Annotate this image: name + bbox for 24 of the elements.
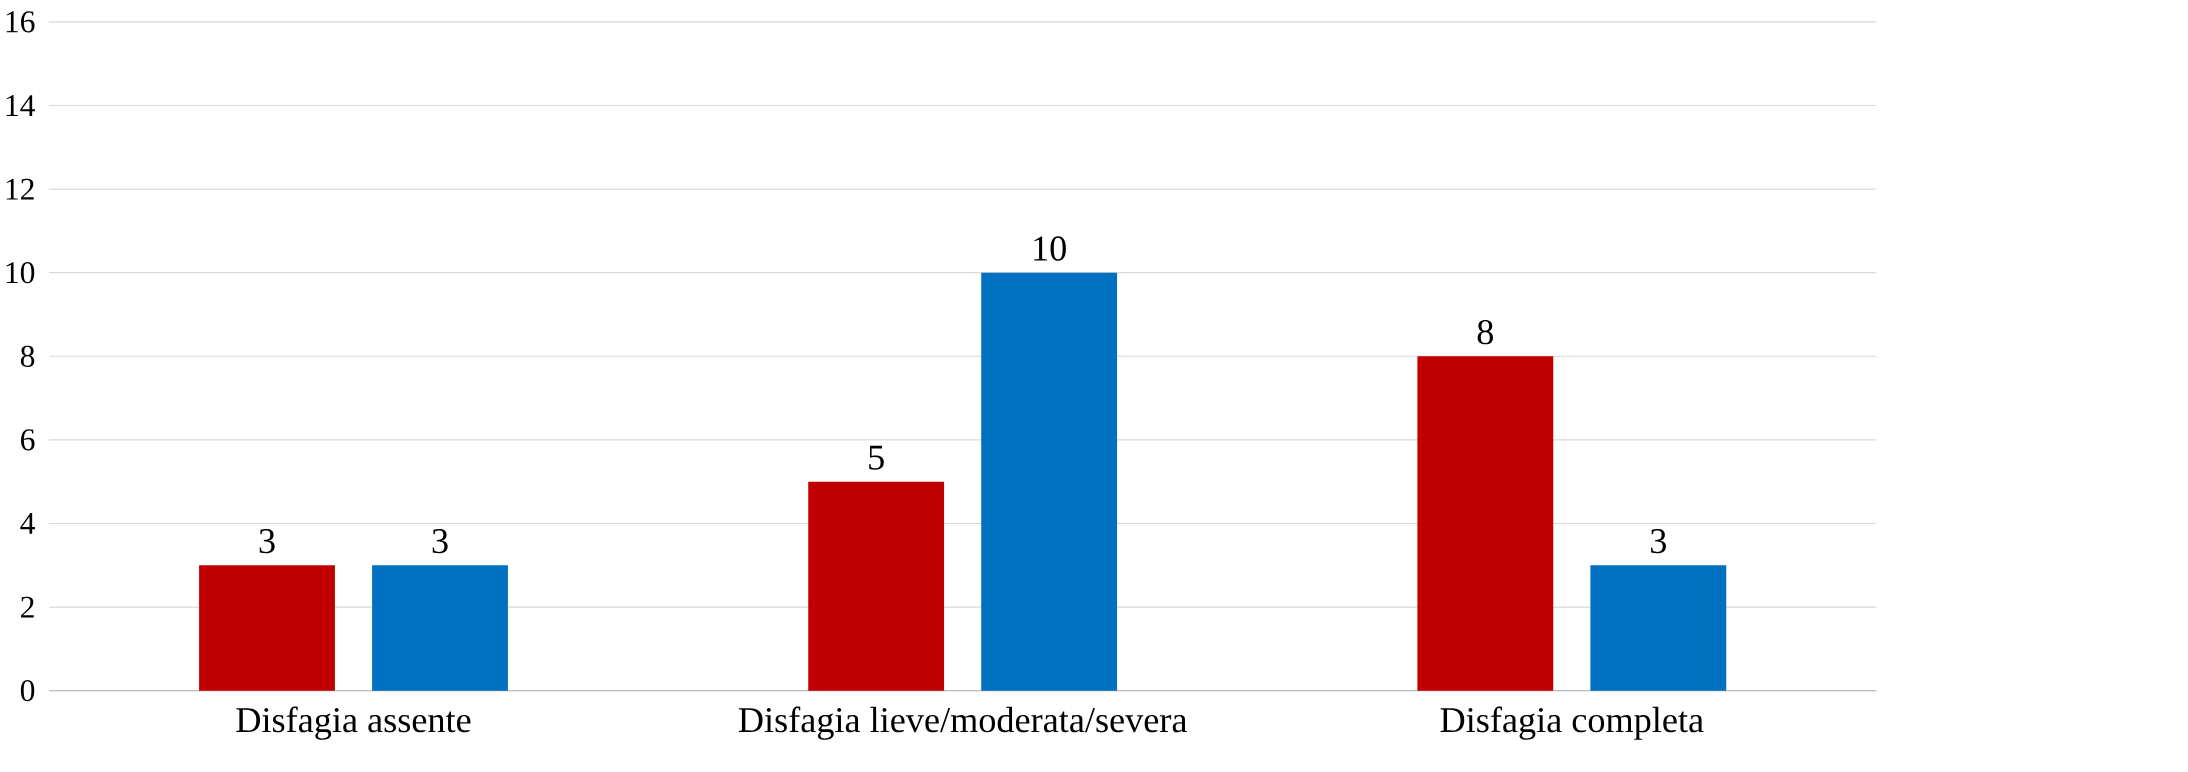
bar [808, 481, 945, 691]
y-tick-label: 12 [6, 178, 34, 200]
data-label: 3 [1651, 528, 1666, 554]
bar [1417, 356, 1554, 691]
data-label: 10 [1034, 236, 1066, 261]
x-tick-label: Disfagia assente [236, 706, 471, 740]
bar [1590, 565, 1727, 691]
y-tick-label: 0 [20, 679, 35, 702]
y-tick-label: 8 [20, 345, 35, 367]
y-tick-label: 6 [21, 429, 35, 451]
x-tick-label: Disfagia lieve/moderata/severa [738, 706, 1188, 740]
data-label: 3 [259, 528, 275, 554]
y-tick-label: 2 [21, 596, 34, 618]
data-label: 5 [869, 445, 884, 470]
bar [199, 565, 335, 691]
bar [372, 565, 508, 691]
y-tick-label: 16 [6, 11, 35, 33]
data-label: 3 [432, 528, 448, 554]
data-label: 8 [1477, 319, 1493, 345]
y-tick-label: 14 [6, 94, 35, 116]
y-tick-label: 10 [6, 261, 35, 284]
bar [981, 272, 1118, 691]
x-tick-label: Disfagia completa [1440, 706, 1704, 740]
y-tick-label: 4 [20, 513, 35, 534]
